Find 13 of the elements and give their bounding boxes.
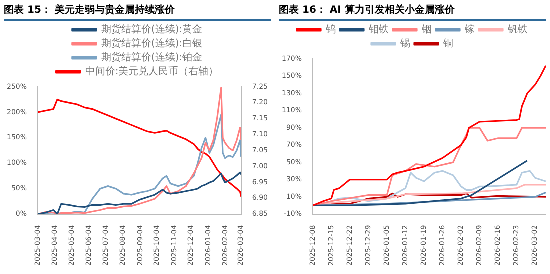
legend-label: 钒铁: [507, 24, 528, 36]
legend-label: 期货结算价(连续):铂金: [101, 52, 203, 64]
legend-label: 铟: [421, 24, 432, 36]
legend-label: 钨: [325, 24, 336, 36]
legend-label: 期货结算价(连续):黄金: [101, 24, 203, 36]
chart-title: 图表 15： 美元走弱与贵金属持续涨价: [4, 3, 271, 21]
chart-title: 图表 16： AI 算力引发相关小金属涨价: [279, 3, 546, 21]
legend-label: 中间价:美元兑人民币（右轴）: [85, 66, 219, 78]
legend-label: 铜: [442, 38, 454, 50]
legend-label: 锡: [400, 38, 410, 50]
legend-label: 镓: [464, 24, 475, 36]
legend-label: 钼铁: [368, 24, 389, 36]
legend-label: 期货结算价(连续):白银: [101, 38, 203, 50]
